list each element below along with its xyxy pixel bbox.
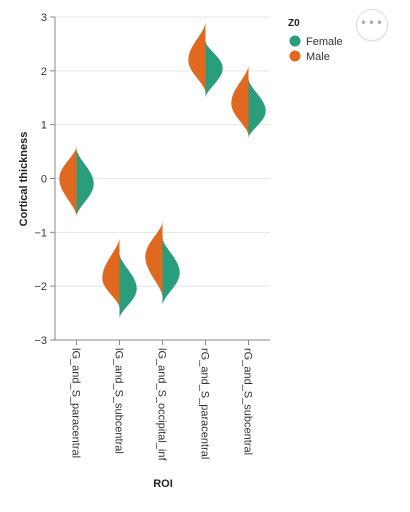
- violin-male-3: [188, 22, 206, 93]
- x-tick-label: lG_and_S_occipital_inf: [156, 348, 168, 461]
- y-tick-label: 1: [41, 120, 47, 132]
- y-tick-label: −1: [34, 227, 47, 239]
- violins: [59, 22, 266, 319]
- more-options-button[interactable]: •••: [356, 9, 388, 41]
- y-tick-label: −2: [34, 281, 47, 293]
- ellipsis-icon: •••: [359, 16, 385, 30]
- legend-swatch-male: [289, 50, 301, 62]
- violin-male-4: [231, 65, 249, 136]
- violin-male-2: [145, 221, 163, 297]
- violin-male-0: [59, 146, 77, 217]
- violin-male-1: [102, 237, 120, 308]
- x-tick-label: lG_and_S_subcentral: [113, 348, 125, 454]
- x-tick-label: lG_and_S_paracentral: [70, 348, 82, 458]
- y-tick-label: 3: [41, 12, 47, 24]
- y-tick-label: 2: [41, 66, 47, 78]
- violin-female-2: [162, 237, 180, 306]
- violin-female-3: [205, 41, 223, 98]
- y-axis-title: Cortical thickness: [18, 132, 30, 227]
- violin-female-0: [76, 148, 94, 217]
- violin-female-4: [248, 78, 266, 139]
- x-axis-title: ROI: [153, 478, 173, 490]
- y-tick-label: 0: [41, 174, 47, 186]
- axes: 3 2 1 0 −1 −2 −3 lG_and_S_paracentral lG_and_S_s…: [34, 12, 270, 461]
- y-tick-label: −3: [34, 335, 47, 347]
- legend-title: Z0: [288, 18, 300, 29]
- legend-label-female: Female: [306, 36, 343, 48]
- x-tick-label: rG_and_S_paracentral: [199, 348, 211, 459]
- x-tick-label: rG_and_S_subcentral: [242, 348, 254, 455]
- legend-swatch-female: [289, 35, 301, 47]
- violin-female-1: [119, 253, 137, 319]
- legend: Z0 Female Male: [288, 18, 343, 63]
- legend-label-male: Male: [306, 51, 330, 63]
